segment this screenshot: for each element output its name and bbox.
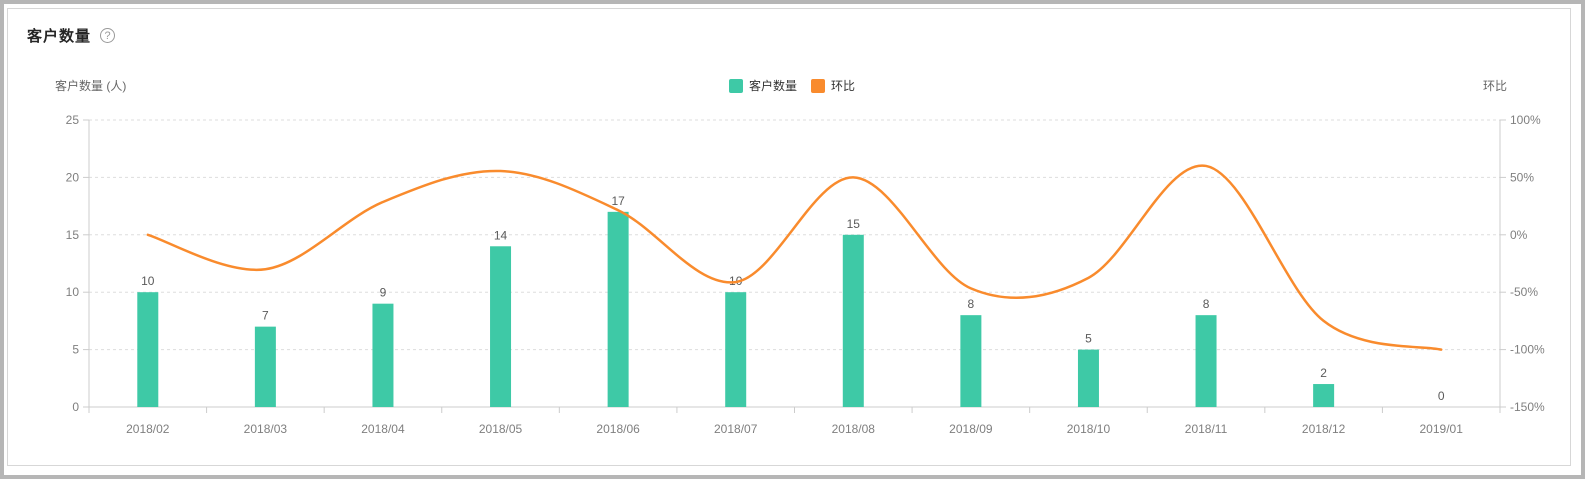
x-axis-label: 2019/01: [1420, 422, 1464, 436]
bar-value-label: 2: [1320, 366, 1327, 380]
x-axis-label: 2018/12: [1302, 422, 1346, 436]
legend-swatch-ratio: [811, 78, 826, 93]
title-row: 客户数量 ?: [27, 25, 116, 46]
bar-2018/04[interactable]: [372, 303, 394, 407]
right-axis-tick-label: 100%: [1510, 113, 1541, 127]
legend-item-ratio[interactable]: 环比: [811, 77, 855, 94]
bar-value-label: 7: [262, 309, 269, 323]
bar-value-label: 5: [1085, 332, 1092, 346]
right-axis-title: 环比: [1482, 79, 1507, 93]
legend-item-customers[interactable]: 客户数量: [729, 77, 797, 94]
bar-2018/03[interactable]: [254, 326, 276, 407]
bar-2018/09[interactable]: [960, 315, 982, 407]
bar-value-label: 17: [611, 194, 625, 208]
legend-label-customers: 客户数量: [749, 79, 798, 93]
bar-2018/12[interactable]: [1313, 384, 1335, 407]
x-axis-label: 2018/11: [1185, 422, 1228, 436]
left-axis-tick-label: 15: [66, 228, 80, 242]
bar-value-label: 15: [847, 217, 861, 231]
right-axis-tick-label: 0%: [1510, 228, 1528, 242]
bar-2018/05[interactable]: [490, 246, 512, 407]
x-axis-label: 2018/04: [361, 422, 405, 436]
bar-value-label: 8: [968, 297, 975, 311]
bar-2018/11[interactable]: [1195, 315, 1217, 407]
bar-2018/02[interactable]: [137, 292, 159, 407]
bar-value-label: 10: [141, 274, 155, 288]
right-axis-tick-label: -50%: [1510, 285, 1538, 299]
x-axis-label: 2018/06: [596, 422, 640, 436]
bar-2018/08[interactable]: [842, 234, 864, 407]
x-axis-label: 2018/02: [126, 422, 170, 436]
left-axis-title: 客户数量 (人): [55, 79, 127, 93]
left-axis-tick-label: 25: [66, 113, 80, 127]
x-axis-label: 2018/10: [1067, 422, 1111, 436]
x-axis-label: 2018/05: [479, 422, 523, 436]
x-axis-label: 2018/08: [832, 422, 876, 436]
bar-value-label: 8: [1203, 297, 1210, 311]
left-axis-tick-label: 0: [72, 400, 79, 414]
legend-label-ratio: 环比: [831, 79, 856, 93]
bar-value-label: 14: [494, 228, 508, 242]
right-axis-tick-label: 50%: [1510, 170, 1534, 184]
legend-swatch-customers: [729, 78, 743, 93]
page-title: 客户数量: [27, 28, 92, 45]
bar-value-label: 9: [380, 286, 387, 300]
trend-line[interactable]: [146, 164, 1443, 351]
bar-2018/07[interactable]: [725, 292, 747, 407]
legend: 客户数量 环比: [729, 77, 855, 94]
bar-value-label: 0: [1438, 389, 1445, 403]
bar-2018/10[interactable]: [1077, 349, 1099, 407]
help-icon[interactable]: ?: [100, 28, 116, 43]
x-axis-label: 2018/09: [949, 422, 993, 436]
bar-2018/06[interactable]: [607, 211, 629, 407]
right-axis-tick-label: -100%: [1510, 343, 1545, 357]
x-axis-label: 2018/03: [244, 422, 288, 436]
right-axis-tick-label: -150%: [1510, 400, 1545, 414]
left-axis-tick-label: 10: [66, 285, 80, 299]
left-axis-tick-label: 20: [66, 170, 80, 184]
left-axis-tick-label: 5: [72, 343, 79, 357]
x-axis-label: 2018/07: [714, 422, 758, 436]
